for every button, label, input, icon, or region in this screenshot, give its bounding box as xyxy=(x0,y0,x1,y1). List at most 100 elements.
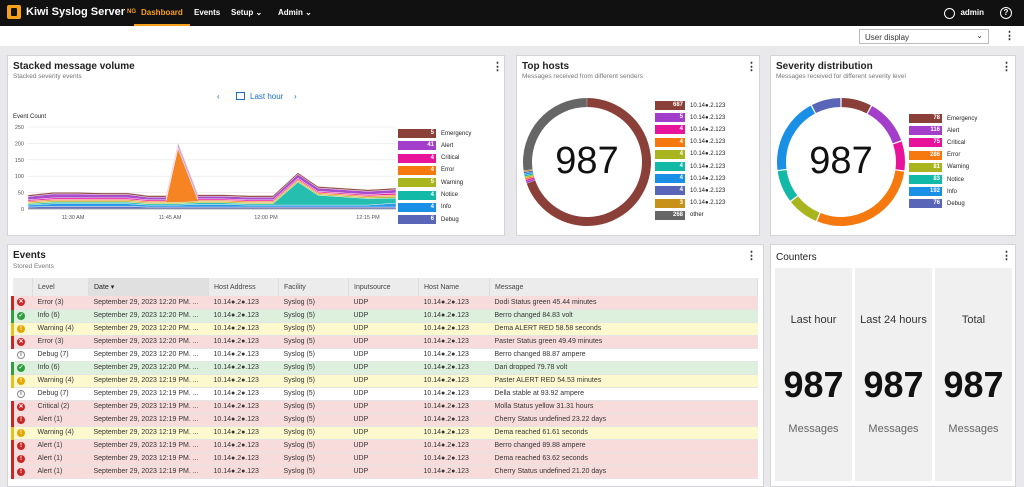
nav-setup[interactable]: Setup ⌄ xyxy=(231,0,262,26)
counters-options-icon[interactable]: ⋮ xyxy=(1001,250,1012,262)
donut-slice[interactable] xyxy=(777,105,815,170)
toolbar xyxy=(0,26,1024,46)
page-more-options-icon[interactable]: ⋮ xyxy=(1004,30,1015,42)
next-period-icon[interactable]: › xyxy=(294,92,297,101)
cell-date: September 29, 2023 12:19 PM. ... xyxy=(88,465,209,479)
table-row[interactable]: ! Alert (1) September 29, 2023 12:19 PM. .… xyxy=(11,413,758,427)
legend-count: 687 xyxy=(655,101,685,110)
area-series[interactable] xyxy=(27,142,397,198)
nav-events[interactable]: Events xyxy=(194,8,221,17)
legend-item[interactable]: 4 10.14●.2.123 xyxy=(655,174,725,184)
legend-item[interactable]: 4 Info xyxy=(398,202,451,212)
row-severity-cell: ✕ xyxy=(11,296,33,310)
legend-item[interactable]: 4 10.14●.2.123 xyxy=(655,137,725,147)
donut-slice[interactable] xyxy=(524,173,534,177)
legend-item[interactable]: 81 Warning xyxy=(909,162,969,172)
nav-admin[interactable]: Admin ⌄ xyxy=(278,0,312,26)
legend-item[interactable]: 5 Emergency xyxy=(398,129,471,138)
donut-slice[interactable] xyxy=(523,98,587,171)
legend-item[interactable]: 78 Emergency xyxy=(909,114,977,123)
top-hosts-options-icon[interactable]: ⋮ xyxy=(746,61,757,73)
legend-item[interactable]: 4 10.14●.2.123 xyxy=(655,149,725,159)
table-row[interactable]: ✕ Error (3) September 29, 2023 12:20 PM. .… xyxy=(11,296,758,310)
table-row[interactable]: ✓ Info (6) September 29, 2023 12:20 PM. ..… xyxy=(11,309,758,323)
area-series[interactable] xyxy=(27,143,397,201)
period-label[interactable]: Last hour xyxy=(250,92,284,101)
table-row[interactable]: i Debug (7) September 29, 2023 12:19 PM. .… xyxy=(11,387,758,401)
severity-panel: Severity distribution Messages received … xyxy=(770,55,1016,236)
donut-slice[interactable] xyxy=(523,170,533,174)
table-row[interactable]: ! Warning (4) September 29, 2023 12:20 PM.… xyxy=(11,322,758,336)
col-host-name[interactable]: Host Name xyxy=(418,278,490,296)
calendar-icon[interactable] xyxy=(236,92,245,100)
table-row[interactable]: i Debug (7) September 29, 2023 12:20 PM. .… xyxy=(11,348,758,362)
prev-period-icon[interactable]: ‹ xyxy=(217,92,220,101)
legend-item[interactable]: 76 Debug xyxy=(909,199,965,209)
legend-item[interactable]: 4 Critical xyxy=(398,153,459,163)
col-message[interactable]: Message xyxy=(489,278,758,296)
table-row[interactable]: ✓ Info (6) September 29, 2023 12:20 PM. ..… xyxy=(11,361,758,375)
col-inputsource[interactable]: Inputsource xyxy=(348,278,419,296)
help-icon[interactable]: ? xyxy=(1000,7,1012,19)
user-menu[interactable]: admin xyxy=(944,0,984,26)
cell-message: Paster ALERT RED 54.53 minutes xyxy=(489,374,758,388)
col-host-address[interactable]: Host Address xyxy=(208,278,279,296)
app-brand[interactable]: Kiwi Syslog Server NG xyxy=(7,5,136,19)
legend-item[interactable]: 6 Debug xyxy=(398,215,459,225)
table-row[interactable]: ! Alert (1) September 29, 2023 12:19 PM. .… xyxy=(11,465,758,479)
donut-slice[interactable] xyxy=(867,106,902,144)
legend-item[interactable]: 83 Notice xyxy=(909,175,964,184)
stacked-options-icon[interactable]: ⋮ xyxy=(492,61,503,73)
legend-item[interactable]: 5 10.14●.2.123 xyxy=(655,113,725,123)
table-row[interactable]: ✕ Critical (2) September 29, 2023 12:19 PM… xyxy=(11,400,758,414)
table-row[interactable]: ! Alert (1) September 29, 2023 12:19 PM. .… xyxy=(11,452,758,466)
legend-label: Info xyxy=(947,188,958,195)
nav-dashboard[interactable]: Dashboard xyxy=(134,0,190,26)
donut-slice[interactable] xyxy=(777,169,798,201)
donut-slice[interactable] xyxy=(893,141,905,171)
legend-item[interactable]: 41 Alert xyxy=(398,141,453,151)
cell-host-name: 10.14●.2●.123 xyxy=(418,452,490,466)
col-level[interactable]: Level xyxy=(32,278,89,296)
top-hosts-total: 987 xyxy=(555,140,619,182)
legend-item[interactable]: 75 Critical xyxy=(909,138,965,148)
row-severity-cell: ✓ xyxy=(11,309,33,323)
legend-item[interactable]: 192 Info xyxy=(909,187,958,197)
legend-item[interactable]: 286 Error xyxy=(909,150,960,160)
y-tick-label: 150 xyxy=(15,158,24,164)
col-date[interactable]: Date ▾ xyxy=(88,278,209,296)
legend-item[interactable]: 4 10.14●.2.123 xyxy=(655,125,725,135)
legend-item[interactable]: 4 10.14●.2.123 xyxy=(655,186,725,196)
donut-slice[interactable] xyxy=(790,196,820,221)
legend-item[interactable]: 687 10.14●.2.123 xyxy=(655,101,725,110)
table-row[interactable]: ! Warning (4) September 29, 2023 12:19 PM.… xyxy=(11,426,758,440)
cell-date: September 29, 2023 12:20 PM. ... xyxy=(88,309,209,323)
events-options-icon[interactable]: ⋮ xyxy=(746,250,757,262)
legend-item[interactable]: 3 10.14●.2.123 xyxy=(655,198,726,208)
legend-item[interactable]: 4 10.14●.2.123 xyxy=(655,162,725,171)
legend-item[interactable]: 5 Warning xyxy=(398,178,463,188)
table-row[interactable]: ! Warning (4) September 29, 2023 12:19 PM.… xyxy=(11,374,758,388)
legend-label: 10.14●.2.123 xyxy=(690,200,726,207)
donut-slice[interactable] xyxy=(524,171,534,175)
legend-label: 10.14●.2.123 xyxy=(690,102,726,109)
donut-slice[interactable] xyxy=(817,170,905,226)
donut-slice[interactable] xyxy=(524,174,534,179)
donut-slice[interactable] xyxy=(525,176,535,180)
donut-slice[interactable] xyxy=(811,98,841,114)
donut-slice[interactable] xyxy=(523,169,533,172)
view-select[interactable]: User display ⌄ xyxy=(859,29,989,44)
donut-slice[interactable] xyxy=(526,178,536,184)
table-row[interactable]: ✕ Error (3) September 29, 2023 12:20 PM. .… xyxy=(11,335,758,349)
legend-item[interactable]: 4 Error xyxy=(398,165,454,175)
warning-severity-icon: ! xyxy=(17,324,25,333)
legend-item[interactable]: 116 Alert xyxy=(909,126,959,136)
legend-item[interactable]: 268 other xyxy=(655,210,704,220)
col-facility[interactable]: Facility xyxy=(278,278,349,296)
severity-options-icon[interactable]: ⋮ xyxy=(1001,61,1012,73)
table-row[interactable]: ! Alert (1) September 29, 2023 12:19 PM. .… xyxy=(11,439,758,453)
donut-slice[interactable] xyxy=(841,98,871,114)
legend-item[interactable]: 4 Notice xyxy=(398,190,458,200)
cell-facility: Syslog (5) xyxy=(278,348,349,362)
donut-slice[interactable] xyxy=(525,177,535,182)
